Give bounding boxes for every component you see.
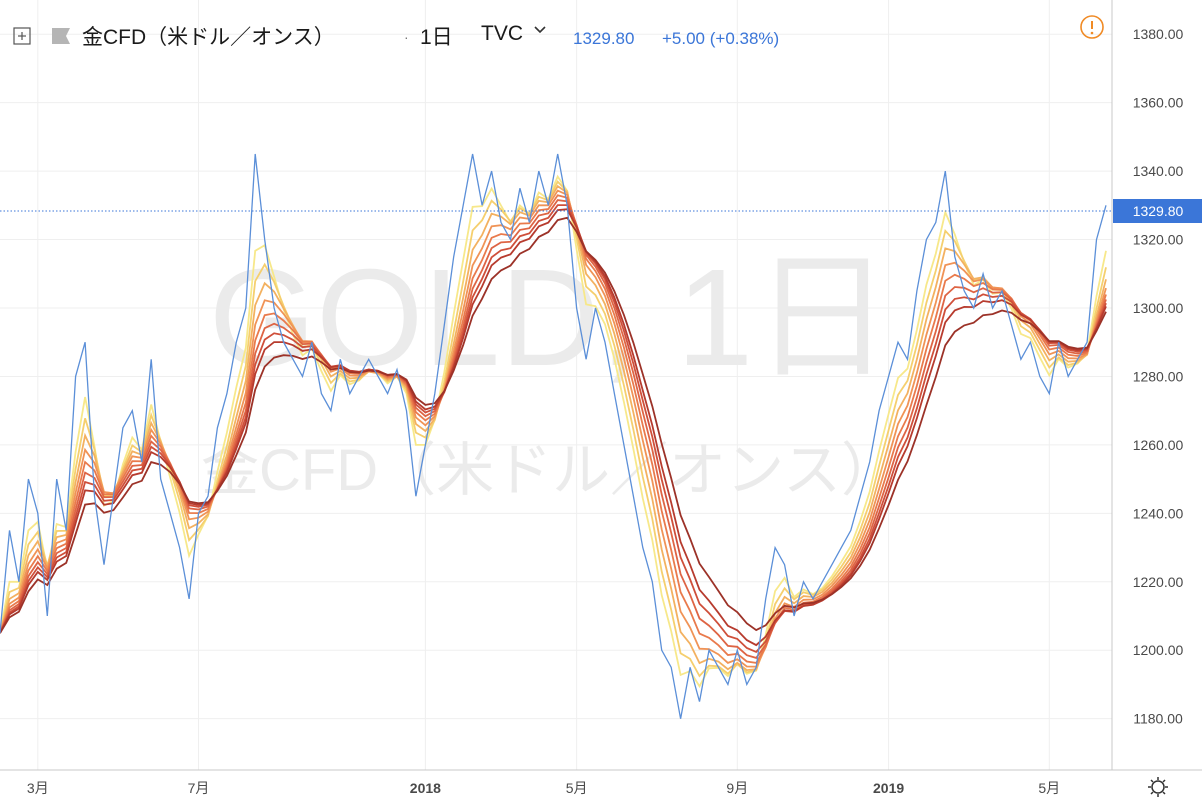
y-tick-label: 1280.00 (1133, 368, 1184, 384)
header-separator: · (404, 29, 409, 45)
y-tick-label: 1360.00 (1133, 95, 1184, 111)
grid-lines (0, 0, 1112, 770)
y-tick-label: 1180.00 (1133, 711, 1183, 727)
header: 金CFD（米ドル／オンス） · 1日 TVC 1329.80 +5.00 (+0… (13, 15, 1104, 49)
price-line (0, 153, 1107, 719)
last-price: 1329.80 (573, 29, 634, 48)
watermark-main: GOLD, 1日 (209, 241, 892, 395)
gear-icon[interactable] (1148, 777, 1168, 797)
x-tick-label: 9月 (726, 780, 748, 796)
y-tick-label: 1380.00 (1133, 26, 1184, 42)
symbol-name[interactable]: 金CFD（米ドル／オンス） (82, 26, 335, 49)
exclamation-circle-icon[interactable] (1080, 15, 1104, 39)
x-tick-label: 5月 (566, 780, 588, 796)
time-axis[interactable] (0, 770, 1112, 802)
x-ticks: 3月 7月 2018 5月 9月 2019 5月 (27, 780, 1060, 796)
x-tick-label: 2019 (873, 780, 904, 796)
ma-line (0, 216, 1107, 634)
ma-line (0, 189, 1107, 668)
y-tick-label: 1300.00 (1133, 300, 1184, 316)
last-price-label: 1329.80 (1113, 199, 1202, 223)
y-tick-label: 1240.00 (1133, 505, 1184, 521)
y-tick-label: 1260.00 (1133, 437, 1184, 453)
y-tick-label: 1340.00 (1133, 163, 1184, 179)
x-tick-label: 2018 (410, 780, 441, 796)
symbol-flag-icon (52, 28, 70, 44)
ma-line (0, 184, 1107, 672)
watermark: GOLD, 1日 金CFD（米ドル／オンス） (201, 241, 899, 503)
ma-line (0, 194, 1107, 664)
price-axis[interactable] (1112, 0, 1202, 770)
ma-line (0, 180, 1107, 678)
price-change: +5.00 (+0.38%) (662, 29, 779, 48)
x-tick-label: 7月 (188, 780, 210, 796)
x-tick-label: 3月 (27, 780, 49, 796)
y-tick-label: 1320.00 (1133, 232, 1184, 248)
watermark-sub: 金CFD（米ドル／オンス） (201, 438, 899, 503)
y-ticks: 1180.00 1200.00 1220.00 1240.00 1260.00 1280.… (1133, 26, 1184, 726)
interval-label[interactable]: 1日 (420, 26, 453, 49)
last-price-label-text: 1329.80 (1133, 203, 1184, 219)
x-tick-label: 5月 (1038, 780, 1060, 796)
y-tick-label: 1220.00 (1133, 574, 1184, 590)
exchange-label[interactable]: TVC (481, 22, 523, 45)
y-tick-label: 1200.00 (1133, 642, 1184, 658)
expand-square-icon[interactable] (13, 27, 31, 45)
ma-line (0, 174, 1107, 689)
chevron-down-icon[interactable] (534, 26, 546, 34)
